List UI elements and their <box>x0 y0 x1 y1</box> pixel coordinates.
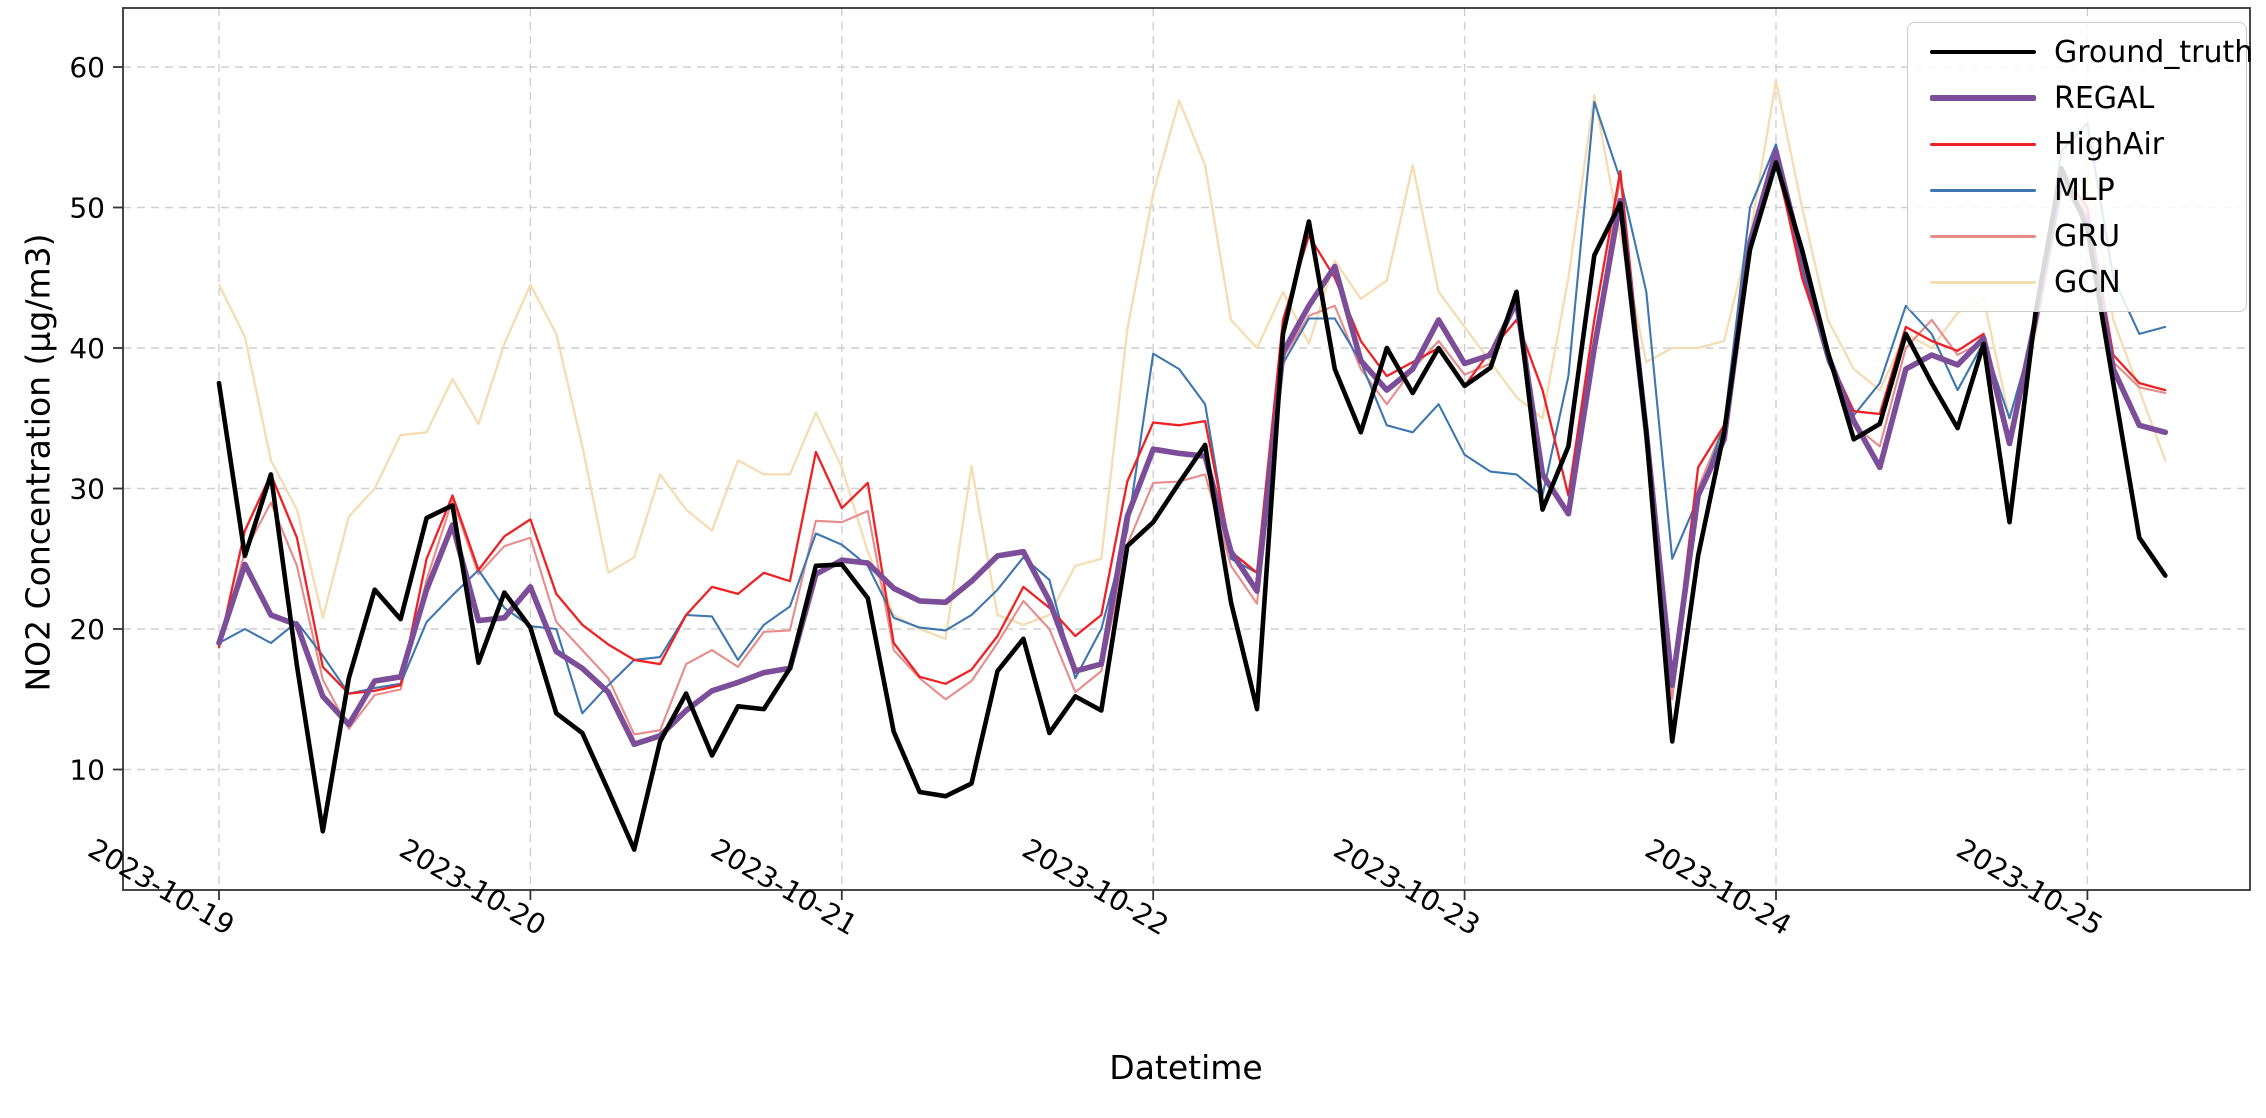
x-axis-label: Datetime <box>1109 1048 1263 1087</box>
y-tick-label: 40 <box>69 332 105 365</box>
x-tick-label: 2023-10-22 <box>1017 832 1174 942</box>
series-ground_truth <box>216 160 2168 852</box>
y-tick-label: 30 <box>69 473 105 506</box>
series-regal <box>216 148 2169 747</box>
y-axis-label: NO2 Concentration (µg/m3) <box>18 233 58 692</box>
legend-entry-regal: REGAL <box>1908 81 2246 116</box>
legend-entry-mlp: MLP <box>1908 173 2246 208</box>
plot-border <box>122 7 2251 891</box>
legend-label-gru: GRU <box>2054 218 2121 254</box>
x-tick-label: 2023-10-20 <box>394 832 551 942</box>
legend-label-regal: REGAL <box>2054 80 2155 116</box>
legend-label-ground_truth: Ground_truth <box>2054 34 2254 70</box>
legend-label-gcn: GCN <box>2054 264 2121 300</box>
legend-swatch-mlp <box>1930 188 2036 192</box>
legend-entry-highair: HighAir <box>1908 127 2246 162</box>
x-tick-label: 2023-10-24 <box>1640 832 1797 942</box>
legend: Ground_truth REGAL HighAir MLP GRU GCN <box>1907 22 2253 312</box>
x-tick-label: 2023-10-23 <box>1328 832 1485 942</box>
x-tick-label: 2023-10-21 <box>705 832 862 942</box>
legend-swatch-highair <box>1930 142 2036 146</box>
y-tick-label: 50 <box>69 192 105 225</box>
y-tick-label: 20 <box>69 613 105 646</box>
legend-entry-ground_truth: Ground_truth <box>1908 35 2253 70</box>
legend-entry-gcn: GCN <box>1908 265 2246 300</box>
legend-swatch-regal <box>1930 95 2036 101</box>
legend-swatch-gcn <box>1930 280 2036 284</box>
legend-label-highair: HighAir <box>2054 126 2165 162</box>
legend-label-mlp: MLP <box>2054 172 2115 208</box>
legend-entry-gru: GRU <box>1908 219 2246 254</box>
x-tick-label: 2023-10-25 <box>1951 832 2108 942</box>
y-tick-label: 60 <box>69 51 105 84</box>
series-gcn <box>217 79 2167 640</box>
y-tick-label: 10 <box>69 754 105 787</box>
legend-swatch-gru <box>1930 234 2036 238</box>
series-mlp <box>217 101 2167 715</box>
x-tick-label: 2023-10-19 <box>83 832 240 942</box>
series-gru <box>217 164 2167 736</box>
legend-swatch-ground_truth <box>1930 49 2036 55</box>
